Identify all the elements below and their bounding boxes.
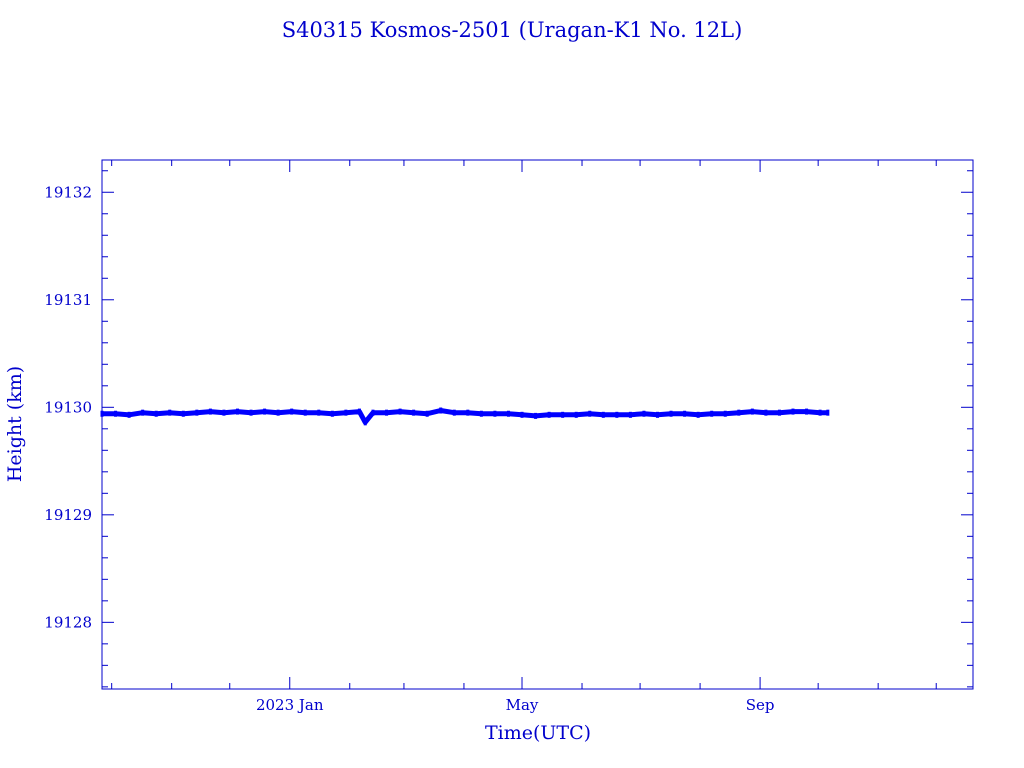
data-point xyxy=(710,410,714,417)
data-point xyxy=(385,409,389,416)
chart-title: S40315 Kosmos-2501 (Uragan-K1 No. 12L) xyxy=(282,18,743,42)
series-line xyxy=(102,408,828,425)
data-point xyxy=(479,410,483,417)
x-tick-label: Sep xyxy=(746,696,775,714)
y-tick-label: 19129 xyxy=(44,506,92,524)
plot-frame xyxy=(101,159,974,690)
data-point xyxy=(154,410,158,417)
data-point xyxy=(127,411,131,418)
axis-ticks xyxy=(102,160,973,689)
data-point xyxy=(208,408,212,415)
data-point xyxy=(168,409,172,416)
data-point xyxy=(141,409,145,416)
x-axis-label: Time(UTC) xyxy=(485,722,591,744)
data-point xyxy=(114,410,118,417)
height-series xyxy=(100,407,830,426)
data-point xyxy=(195,409,199,416)
data-point xyxy=(696,411,700,418)
data-point xyxy=(764,409,768,416)
data-point xyxy=(317,409,321,416)
data-point xyxy=(398,408,402,415)
data-point xyxy=(290,408,294,415)
data-point xyxy=(723,410,727,417)
data-point xyxy=(777,409,781,416)
data-point xyxy=(547,411,551,418)
data-point xyxy=(412,409,416,416)
data-point xyxy=(561,411,565,418)
data-point xyxy=(276,409,280,416)
data-point xyxy=(615,411,619,418)
y-axis-label: Height (km) xyxy=(4,366,26,482)
data-point xyxy=(249,409,253,416)
data-point xyxy=(466,409,470,416)
data-point xyxy=(222,409,226,416)
data-point xyxy=(439,407,443,414)
y-tick-label: 19132 xyxy=(44,183,92,201)
data-point xyxy=(344,409,348,416)
data-point xyxy=(534,412,538,419)
data-point xyxy=(737,409,741,416)
data-point xyxy=(520,411,524,418)
data-point xyxy=(303,409,307,416)
data-point xyxy=(263,408,267,415)
data-point xyxy=(100,410,104,417)
data-point xyxy=(357,408,361,415)
data-point xyxy=(452,409,456,416)
data-point xyxy=(683,410,687,417)
x-tick-label: May xyxy=(506,696,539,714)
data-point xyxy=(750,408,754,415)
data-point xyxy=(656,411,660,418)
data-point xyxy=(330,410,334,417)
data-point xyxy=(181,410,185,417)
data-point xyxy=(235,408,239,415)
y-tick-labels: 19128 19129 19130 19131 19132 xyxy=(44,183,92,631)
y-tick-label: 19130 xyxy=(44,398,92,416)
y-tick-label: 19128 xyxy=(44,613,92,631)
x-tick-label: 2023 Jan xyxy=(256,696,324,714)
data-point xyxy=(601,411,605,418)
data-point xyxy=(506,410,510,417)
data-point xyxy=(669,410,673,417)
data-point xyxy=(363,419,367,426)
data-point xyxy=(574,411,578,418)
data-point xyxy=(493,410,497,417)
data-point xyxy=(818,409,822,416)
data-point xyxy=(642,410,646,417)
data-point xyxy=(588,410,592,417)
data-point xyxy=(628,411,632,418)
x-tick-labels: 2023 Jan May Sep xyxy=(256,696,775,714)
data-point xyxy=(425,410,429,417)
data-point xyxy=(826,409,830,416)
data-point xyxy=(371,409,375,416)
data-point xyxy=(805,408,809,415)
data-point xyxy=(791,408,795,415)
y-tick-label: 19131 xyxy=(44,291,92,309)
